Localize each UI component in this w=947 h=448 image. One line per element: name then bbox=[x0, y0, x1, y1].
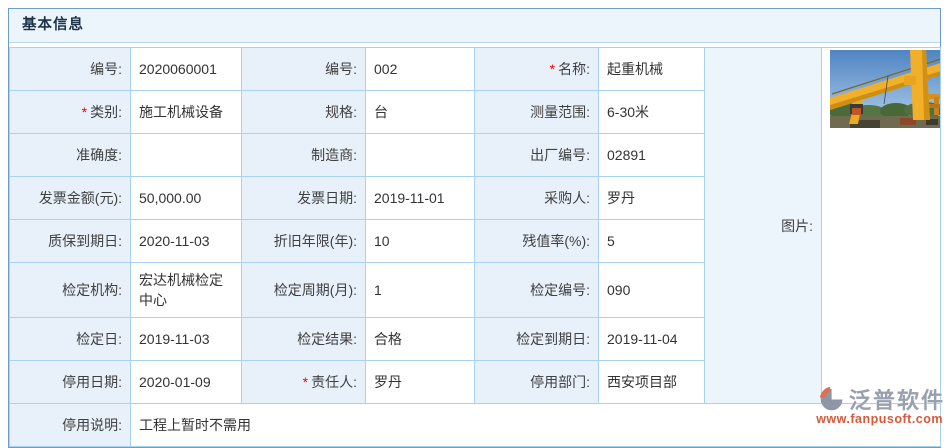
field-value: 台 bbox=[365, 90, 475, 134]
fanpu-logo-icon bbox=[819, 386, 846, 413]
field-label: 编号: bbox=[9, 47, 131, 91]
field-label-text: 发票日期: bbox=[297, 190, 357, 206]
basic-info-table: 编号: 2020060001 编号: 002 * 名称: 起重机械 图片: bbox=[9, 47, 941, 447]
field-label: 规格: bbox=[241, 90, 366, 134]
gantry-crane-photo bbox=[826, 50, 940, 128]
field-label-text: 停用部门: bbox=[530, 374, 590, 390]
field-label: 采购人: bbox=[474, 176, 599, 220]
field-value: 5 bbox=[598, 219, 705, 263]
field-value: 2020060001 bbox=[130, 47, 242, 91]
watermark-link[interactable]: www.fanpusoft.com bbox=[816, 412, 943, 426]
field-label: 检定编号: bbox=[474, 262, 599, 318]
field-label-text: 编号: bbox=[90, 61, 122, 77]
field-value: 2019-11-04 bbox=[598, 317, 705, 361]
field-label-text: 检定结果: bbox=[297, 331, 357, 347]
table-row: 停用说明: 工程上暂时不需用 bbox=[9, 403, 941, 447]
table-row: 检定机构: 宏达机械检定中心 检定周期(月): 1 检定编号: 090 bbox=[9, 262, 941, 318]
field-value: 090 bbox=[598, 262, 705, 318]
field-label-text: 名称: bbox=[558, 61, 590, 77]
field-label: 检定周期(月): bbox=[241, 262, 366, 318]
field-label: 准确度: bbox=[9, 133, 131, 177]
field-label: 残值率(%): bbox=[474, 219, 599, 263]
field-label: 检定机构: bbox=[9, 262, 131, 318]
field-label-text: 出厂编号: bbox=[530, 147, 590, 163]
required-asterisk: * bbox=[81, 104, 88, 120]
field-label: 编号: bbox=[241, 47, 366, 91]
field-label-text: 类别: bbox=[90, 104, 122, 120]
field-value bbox=[365, 133, 475, 177]
field-value: 1 bbox=[365, 262, 475, 318]
field-value: 6-30米 bbox=[598, 90, 705, 134]
field-label: 测量范围: bbox=[474, 90, 599, 134]
table-row: 编号: 2020060001 编号: 002 * 名称: 起重机械 图片: bbox=[9, 47, 941, 404]
field-label-text: 发票金额(元): bbox=[38, 190, 122, 206]
field-label: 停用部门: bbox=[474, 360, 599, 404]
field-label-text: 准确度: bbox=[76, 147, 122, 163]
field-value: 合格 bbox=[365, 317, 475, 361]
field-label: * 类别: bbox=[9, 90, 131, 134]
field-label: 停用日期: bbox=[9, 360, 131, 404]
table-row: * 类别: 施工机械设备 规格: 台 测量范围: 6-30米 bbox=[9, 90, 941, 134]
field-value: 宏达机械检定中心 bbox=[130, 262, 242, 318]
field-value bbox=[130, 133, 242, 177]
vendor-watermark: 泛普软件 www.fanpusoft.com bbox=[816, 383, 945, 426]
field-value: 起重机械 bbox=[598, 47, 705, 91]
field-label: 发票日期: bbox=[241, 176, 366, 220]
watermark-brand: 泛普软件 bbox=[848, 388, 945, 413]
field-label: * 责任人: bbox=[241, 360, 366, 404]
field-label-text: 停用说明: bbox=[62, 417, 122, 433]
field-label-text: 规格: bbox=[325, 104, 357, 120]
field-label: * 名称: bbox=[474, 47, 599, 91]
field-value: 2020-01-09 bbox=[130, 360, 242, 404]
field-label: 制造商: bbox=[241, 133, 366, 177]
field-value: 2019-11-01 bbox=[365, 176, 475, 220]
field-value: 02891 bbox=[598, 133, 705, 177]
field-label-text: 检定周期(月): bbox=[273, 282, 357, 298]
field-label-text: 检定机构: bbox=[62, 282, 122, 298]
required-asterisk: * bbox=[549, 61, 556, 77]
field-label-text: 停用日期: bbox=[62, 374, 122, 390]
field-value: 罗丹 bbox=[365, 360, 475, 404]
field-label: 出厂编号: bbox=[474, 133, 599, 177]
field-label-text: 责任人: bbox=[311, 374, 357, 390]
field-value: 罗丹 bbox=[598, 176, 705, 220]
field-label: 检定到期日: bbox=[474, 317, 599, 361]
picture-label: 图片: bbox=[704, 47, 822, 404]
field-value: 西安项目部 bbox=[598, 360, 705, 404]
field-value: 施工机械设备 bbox=[130, 90, 242, 134]
field-label-text: 编号: bbox=[325, 61, 357, 77]
field-label-text: 检定日: bbox=[76, 331, 122, 347]
field-label-text: 残值率(%): bbox=[522, 233, 590, 249]
field-label-text: 质保到期日: bbox=[48, 233, 122, 249]
field-label-text: 折旧年限(年): bbox=[273, 233, 357, 249]
field-value: 2019-11-03 bbox=[130, 317, 242, 361]
picture-cell bbox=[821, 47, 941, 404]
field-label: 检定日: bbox=[9, 317, 131, 361]
field-label-text: 检定到期日: bbox=[516, 331, 590, 347]
field-value: 002 bbox=[365, 47, 475, 91]
section-header: 基本信息 bbox=[9, 9, 940, 43]
field-label: 折旧年限(年): bbox=[241, 219, 366, 263]
field-label: 质保到期日: bbox=[9, 219, 131, 263]
field-label-text: 检定编号: bbox=[530, 282, 590, 298]
field-label-text: 采购人: bbox=[544, 190, 590, 206]
basic-info-panel: 基本信息 编号: 2020060001 编号: 002 * 名称: 起重机械 图片… bbox=[8, 8, 941, 448]
field-value: 10 bbox=[365, 219, 475, 263]
field-label-text: 测量范围: bbox=[530, 104, 590, 120]
field-label: 停用说明: bbox=[9, 403, 131, 447]
section-title: 基本信息 bbox=[22, 17, 84, 33]
field-value: 2020-11-03 bbox=[130, 219, 242, 263]
field-label-text: 制造商: bbox=[311, 147, 357, 163]
field-label: 发票金额(元): bbox=[9, 176, 131, 220]
table-row: 准确度: 制造商: 出厂编号: 02891 bbox=[9, 133, 941, 177]
table-row: 检定日: 2019-11-03 检定结果: 合格 检定到期日: 2019-11-… bbox=[9, 317, 941, 361]
required-asterisk: * bbox=[302, 374, 309, 390]
field-value: 50,000.00 bbox=[130, 176, 242, 220]
field-label: 检定结果: bbox=[241, 317, 366, 361]
